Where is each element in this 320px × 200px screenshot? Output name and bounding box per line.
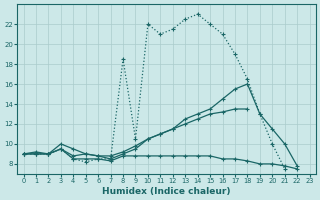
X-axis label: Humidex (Indice chaleur): Humidex (Indice chaleur) <box>102 187 231 196</box>
